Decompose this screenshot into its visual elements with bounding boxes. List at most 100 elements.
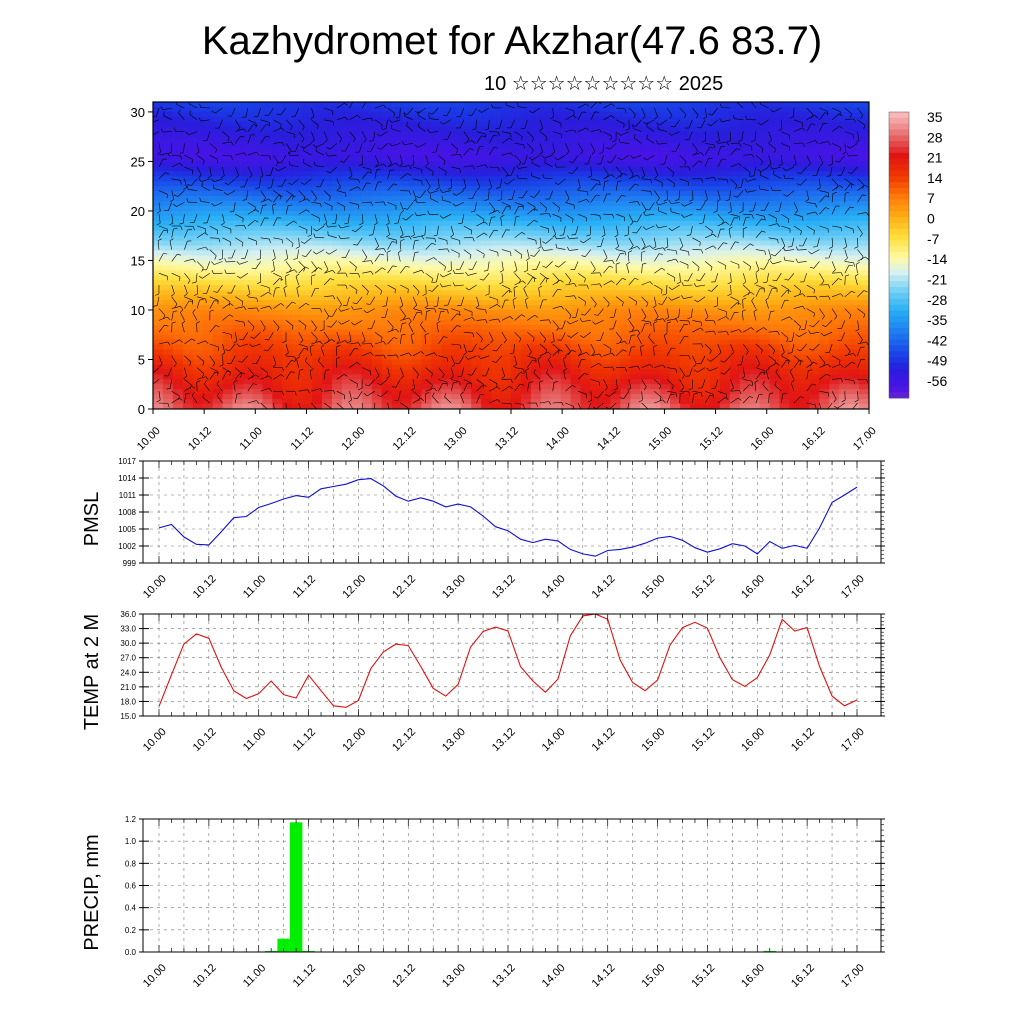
heat-cell	[302, 156, 313, 163]
heat-cell	[381, 116, 393, 123]
heat-cell	[580, 319, 592, 326]
wind-barb	[404, 143, 414, 145]
heat-cell	[550, 215, 562, 222]
heat-cell	[511, 230, 522, 237]
heat-cell	[520, 166, 532, 172]
heat-cell	[530, 171, 542, 177]
heat-cell	[630, 339, 641, 346]
heat-cell	[332, 215, 343, 222]
heat-cell	[839, 146, 850, 153]
heat-cell	[600, 275, 612, 281]
heat-cell	[839, 186, 850, 192]
heat-cell	[222, 196, 234, 202]
heat-cell	[520, 255, 532, 262]
heat-cell	[431, 324, 442, 331]
heat-cell	[192, 379, 204, 385]
wind-barb	[603, 115, 612, 121]
heat-cell	[650, 309, 661, 316]
heat-cell	[272, 230, 283, 237]
heat-cell	[670, 334, 681, 341]
heat-cell	[491, 394, 502, 400]
wind-barb-flag	[478, 109, 482, 113]
heat-cell	[640, 121, 651, 128]
heat-cell	[192, 116, 204, 123]
wind-barb	[565, 115, 574, 121]
heat-cell	[322, 230, 333, 237]
heat-cell	[540, 260, 552, 266]
heat-cell	[620, 394, 631, 400]
heat-cell	[600, 309, 612, 316]
wind-barb	[463, 131, 470, 140]
heat-cell	[202, 201, 214, 207]
heat-cell	[809, 384, 820, 390]
heat-cell	[222, 374, 234, 380]
heat-cell	[839, 305, 850, 311]
heat-cell	[699, 404, 711, 409]
heat-cell	[610, 205, 621, 212]
heat-cell	[690, 364, 701, 370]
heat-cell	[481, 334, 492, 341]
heat-cell	[332, 250, 343, 257]
wind-barb-flag	[265, 135, 270, 138]
heat-cell	[192, 205, 204, 212]
heat-cell	[550, 300, 562, 306]
heat-cell	[660, 106, 671, 113]
heat-cell	[789, 146, 800, 153]
heat-cell	[729, 290, 741, 296]
wind-barb	[315, 143, 325, 148]
heat-cell	[391, 319, 403, 326]
heat-cell	[789, 210, 800, 217]
heat-cell	[739, 166, 751, 172]
heat-cell	[471, 171, 482, 177]
heat-cell	[282, 270, 293, 276]
heat-cell	[789, 186, 800, 192]
heat-cell	[699, 181, 711, 187]
heat-cell	[212, 126, 224, 133]
heat-cell	[560, 191, 572, 197]
heat-cell	[670, 364, 681, 370]
heat-cell	[302, 151, 313, 158]
heat-cell	[789, 166, 800, 172]
heat-cell	[511, 205, 522, 212]
wind-barb-flag	[491, 103, 494, 108]
wind-barb	[285, 143, 292, 151]
heat-cell	[312, 136, 323, 143]
heat-cell	[550, 225, 562, 232]
heat-cell	[749, 225, 761, 232]
heat-cell	[272, 210, 283, 217]
heat-cell	[829, 334, 840, 341]
heat-cell	[391, 384, 403, 390]
heat-cell	[481, 324, 492, 331]
heat-cell	[560, 136, 572, 143]
wind-barb	[501, 152, 511, 156]
heat-cell	[580, 191, 592, 197]
heat-cell	[610, 196, 621, 202]
heat-cell	[580, 255, 592, 262]
heat-cell	[401, 334, 413, 341]
heat-cell	[361, 171, 373, 177]
heat-cell	[690, 384, 701, 390]
heat-cell	[172, 369, 184, 375]
heat-cell	[650, 285, 661, 291]
heat-cell	[749, 186, 761, 192]
wind-barb	[565, 129, 575, 132]
heat-cell	[341, 280, 353, 286]
heat-cell	[292, 191, 303, 197]
heat-cell	[719, 334, 731, 341]
wind-barb	[819, 112, 826, 120]
heat-cell	[471, 379, 482, 385]
heat-cell	[739, 295, 751, 301]
heat-cell	[819, 275, 830, 281]
heat-cell	[799, 319, 810, 326]
heat-cell	[391, 324, 403, 331]
heat-cell	[162, 205, 174, 212]
heat-cell	[709, 275, 721, 281]
heat-cell	[680, 270, 691, 276]
heat-cell	[570, 334, 582, 341]
wind-barb-flag	[789, 116, 794, 119]
heat-cell	[282, 285, 293, 291]
heat-cell	[501, 131, 512, 138]
heat-cell	[530, 102, 542, 108]
wind-barb	[298, 119, 305, 127]
heat-cell	[699, 334, 711, 341]
